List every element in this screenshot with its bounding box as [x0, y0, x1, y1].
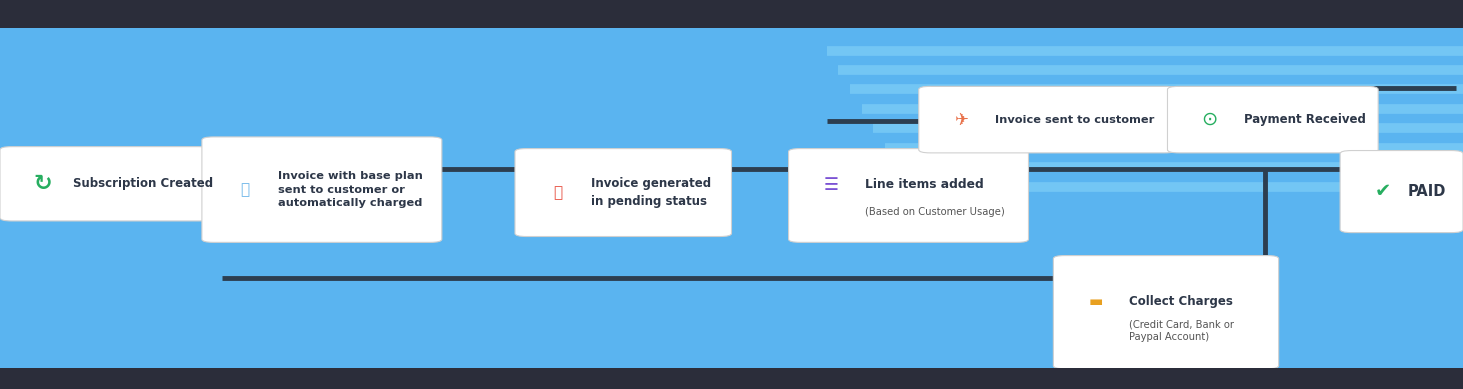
Text: (Credit Card, Bank or
Paypal Account): (Credit Card, Bank or Paypal Account): [1129, 319, 1235, 342]
FancyBboxPatch shape: [1053, 256, 1279, 369]
Text: ☰: ☰: [824, 175, 838, 194]
Text: Invoice sent to customer: Invoice sent to customer: [995, 115, 1154, 124]
Text: ⊙: ⊙: [1201, 110, 1219, 129]
Text: Invoice generated
in pending status: Invoice generated in pending status: [591, 177, 711, 208]
Text: Invoice with base plan
sent to customer or
automatically charged: Invoice with base plan sent to customer …: [278, 171, 423, 208]
Text: ▬: ▬: [1088, 294, 1103, 309]
FancyBboxPatch shape: [515, 149, 732, 237]
Text: ↻: ↻: [34, 174, 51, 194]
FancyBboxPatch shape: [1167, 86, 1378, 153]
Text: (Based on Customer Usage): (Based on Customer Usage): [865, 207, 1005, 217]
FancyBboxPatch shape: [0, 368, 1463, 389]
Text: Subscription Created: Subscription Created: [73, 177, 214, 190]
Text: 🗒: 🗒: [553, 185, 562, 200]
Text: 🗒: 🗒: [240, 182, 249, 197]
FancyBboxPatch shape: [0, 147, 211, 221]
Text: Payment Received: Payment Received: [1244, 113, 1365, 126]
Text: Line items added: Line items added: [865, 178, 983, 191]
Text: PAID: PAID: [1407, 184, 1445, 199]
FancyBboxPatch shape: [1340, 151, 1463, 233]
FancyBboxPatch shape: [919, 86, 1176, 153]
Text: ✈: ✈: [954, 110, 969, 129]
FancyBboxPatch shape: [789, 149, 1028, 242]
Text: Collect Charges: Collect Charges: [1129, 295, 1233, 308]
FancyBboxPatch shape: [202, 137, 442, 242]
Text: ✔: ✔: [1374, 182, 1391, 201]
FancyBboxPatch shape: [0, 0, 1463, 28]
